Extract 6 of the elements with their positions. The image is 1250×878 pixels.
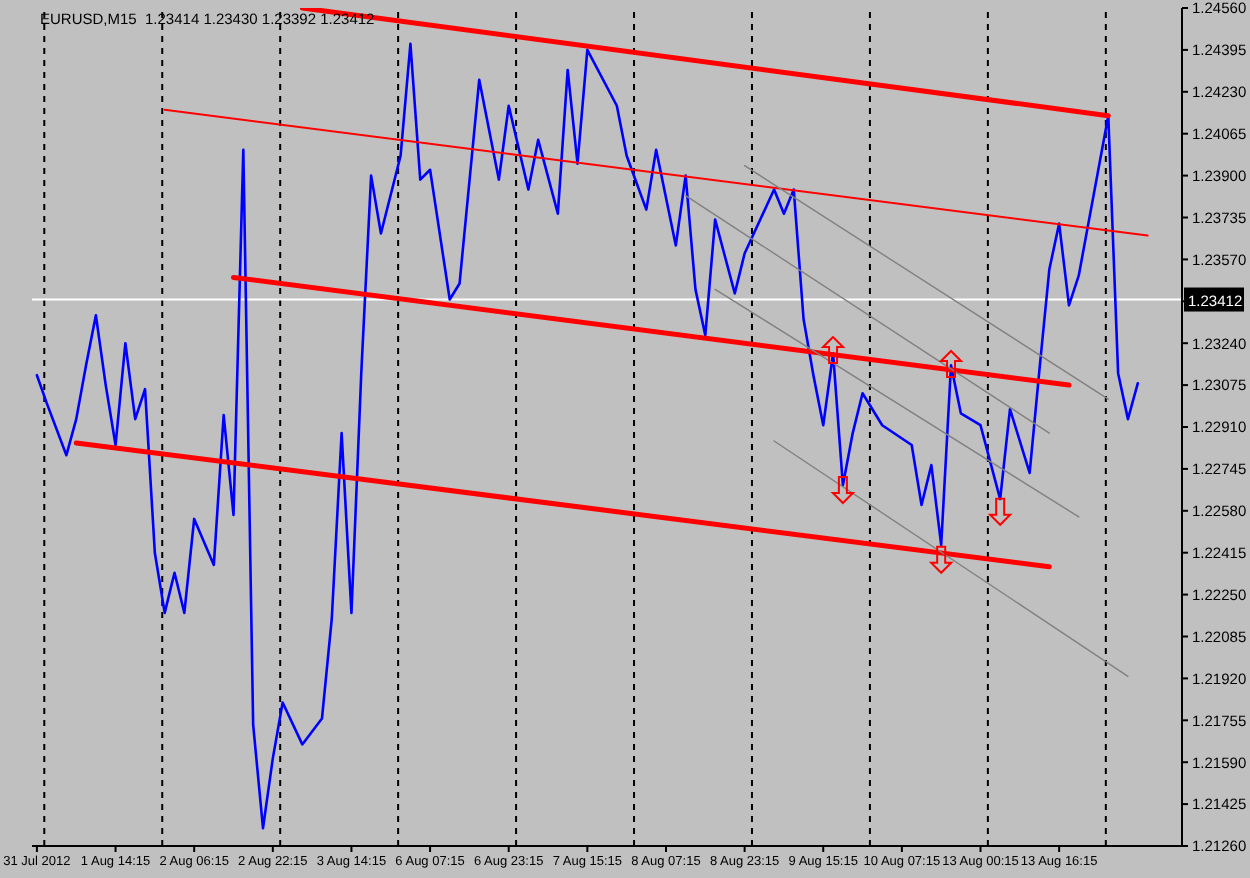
point bbox=[940, 350, 963, 379]
line-series bbox=[35, 42, 1140, 830]
point bbox=[822, 336, 845, 365]
point bbox=[831, 475, 854, 504]
point bbox=[989, 497, 1012, 526]
point bbox=[930, 545, 953, 574]
